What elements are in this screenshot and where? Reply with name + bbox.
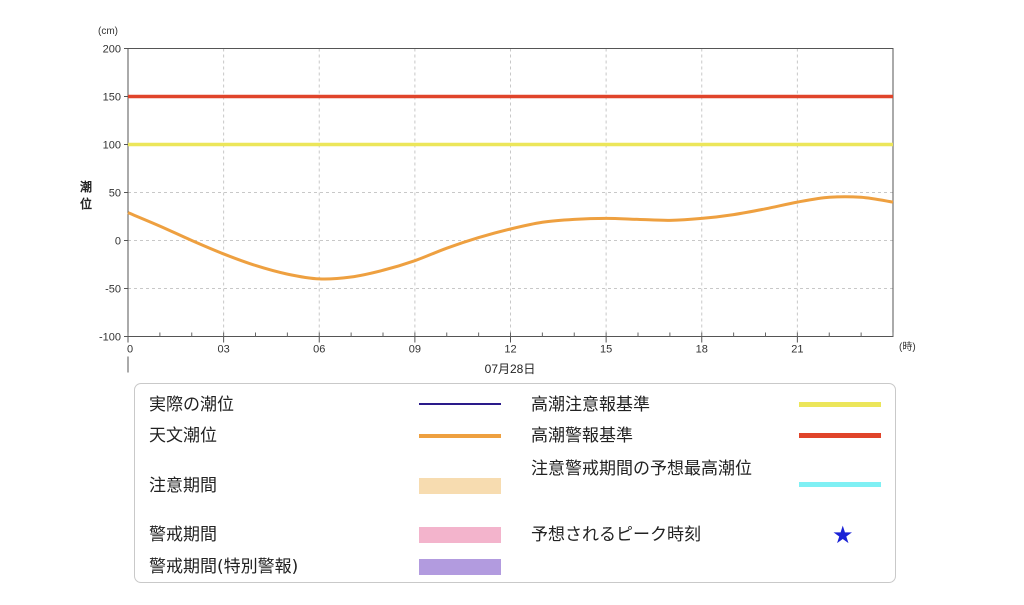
y-tick-label: 100 bbox=[103, 140, 121, 152]
legend-swatch-storm-surge-advisory bbox=[799, 402, 881, 407]
x-tick-label: 06 bbox=[313, 344, 325, 356]
legend-swatch-storm-surge-warning bbox=[799, 433, 881, 438]
x-tick-label: 09 bbox=[409, 344, 421, 356]
legend-swatch-forecast-max-tide bbox=[799, 482, 881, 487]
legend-label-actual-tide: 実際の潮位 bbox=[149, 395, 234, 415]
y-axis-ticks: 200 150 100 50 0 -50 -100 bbox=[99, 44, 128, 344]
y-axis-label: 潮位 bbox=[80, 179, 92, 211]
series-line-astronomical-tide bbox=[127, 195, 894, 281]
grid-lines bbox=[128, 48, 893, 337]
x-axis-ticks: 0 03 06 09 12 15 18 21 bbox=[127, 332, 894, 373]
star-icon: ★ bbox=[832, 521, 854, 549]
legend-label-warning-period: 警戒期間 bbox=[149, 525, 217, 545]
legend-label-storm-surge-warning: 高潮警報基準 bbox=[531, 426, 633, 446]
legend-label-special-warning-period: 警戒期間(特別警報) bbox=[149, 557, 299, 577]
y-tick-label: 150 bbox=[103, 92, 121, 104]
legend-swatch-special-warning-period bbox=[419, 559, 501, 575]
reference-lines bbox=[128, 94, 893, 147]
x-unit-label: (時) bbox=[899, 341, 916, 353]
legend-label-storm-surge-advisory: 高潮注意報基準 bbox=[531, 395, 650, 415]
x-tick-label: 0 bbox=[127, 344, 133, 356]
x-tick-label: 12 bbox=[504, 344, 516, 356]
date-label: 07月28日 bbox=[485, 362, 536, 376]
legend-label-peak-time: 予想されるピーク時刻 bbox=[531, 525, 701, 545]
legend-label-caution-period: 注意期間 bbox=[149, 476, 217, 496]
legend-label-forecast-max-tide: 注意警戒期間の予想最高潮位 bbox=[531, 459, 752, 479]
series-group bbox=[127, 195, 894, 281]
legend-swatch-astronomical-tide bbox=[419, 434, 501, 438]
y-tick-label: -100 bbox=[99, 332, 121, 344]
legend-label-astronomical-tide: 天文潮位 bbox=[149, 426, 217, 446]
legend-swatch-actual-tide bbox=[419, 403, 501, 405]
y-tick-label: 200 bbox=[103, 44, 121, 56]
x-tick-label: 18 bbox=[696, 344, 708, 356]
legend: 実際の潮位 天文潮位 注意期間 警戒期間 警戒期間(特別警報) 高潮注意報基準 … bbox=[134, 383, 896, 583]
tide-chart: 200 150 100 50 0 -50 -100 0 03 06 09 12 15 18 21 (cm)… bbox=[80, 26, 916, 376]
x-tick-label: 21 bbox=[791, 344, 803, 356]
x-tick-label: 03 bbox=[218, 344, 230, 356]
x-tick-label: 15 bbox=[600, 344, 612, 356]
legend-swatch-caution-period bbox=[419, 478, 501, 494]
y-tick-label: 50 bbox=[109, 188, 121, 200]
legend-swatch-warning-period bbox=[419, 527, 501, 543]
y-unit-label: (cm) bbox=[98, 26, 118, 37]
y-tick-label: -50 bbox=[105, 284, 121, 296]
y-tick-label: 0 bbox=[115, 236, 121, 248]
